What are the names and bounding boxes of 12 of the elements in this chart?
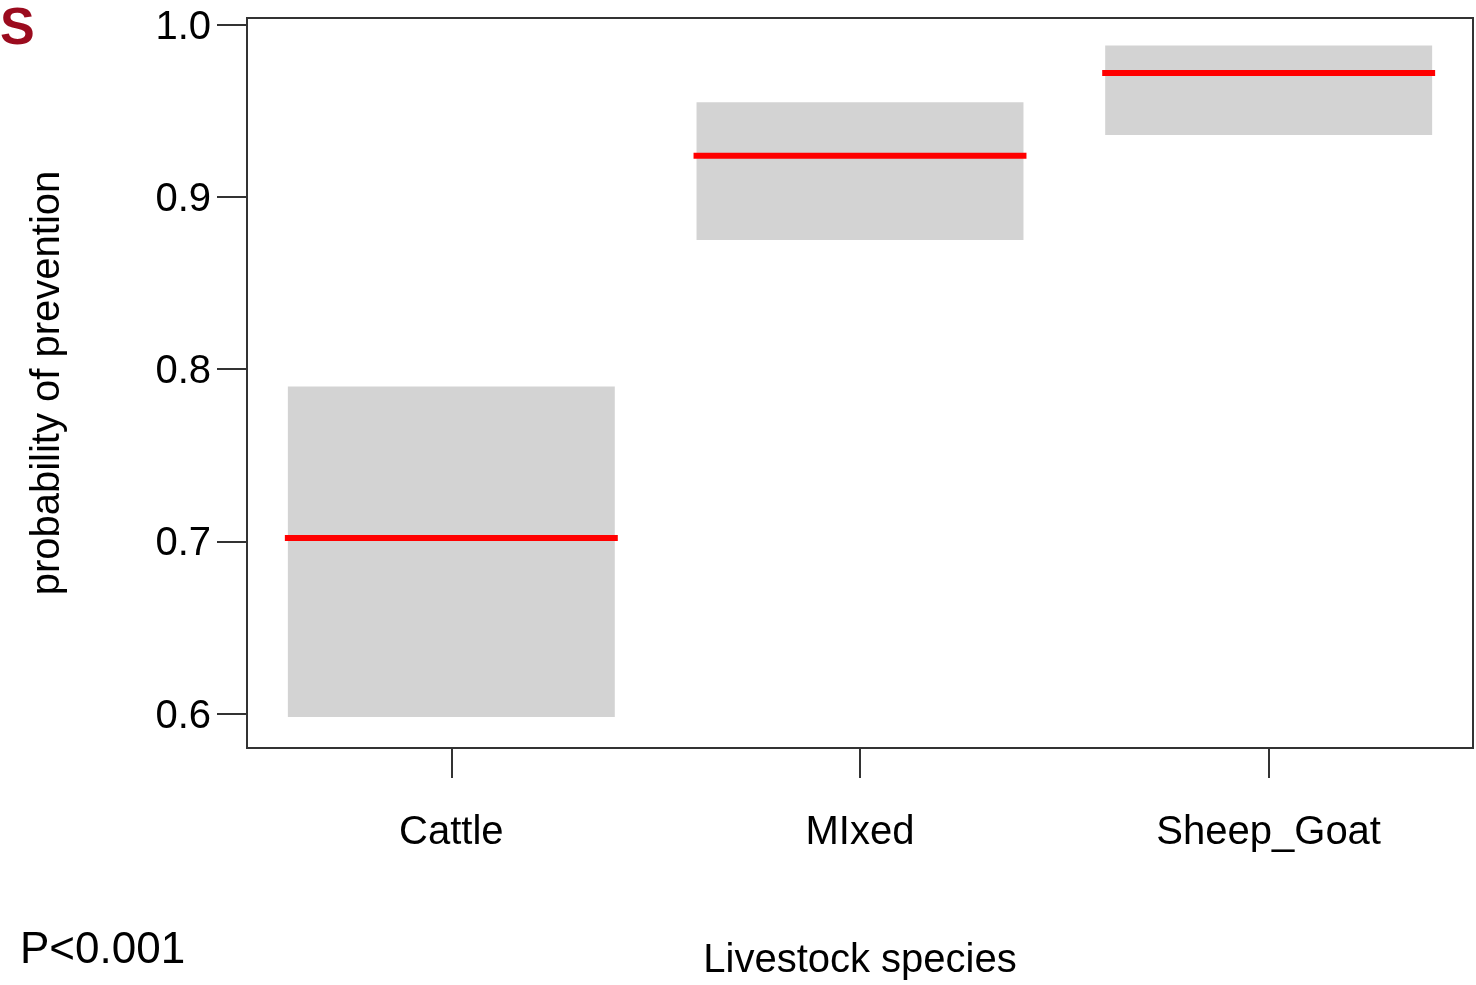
x-axis-title: Livestock species — [703, 936, 1017, 980]
y-tick-label: 0.6 — [155, 691, 211, 736]
y-tick-label: 1.0 — [155, 2, 211, 47]
y-tick-label: 0.9 — [155, 175, 211, 220]
x-tick-label: Cattle — [399, 808, 504, 852]
text: P<0.001 — [20, 922, 186, 972]
text: S — [0, 0, 35, 55]
y-tick-label: 0.8 — [155, 347, 211, 392]
x-tick-label: MIxed — [805, 808, 915, 852]
y-tick-label: 0.7 — [155, 519, 211, 564]
x-tick-label: Sheep_Goat — [1156, 808, 1381, 852]
y-axis-title: probability of prevention — [23, 170, 67, 596]
